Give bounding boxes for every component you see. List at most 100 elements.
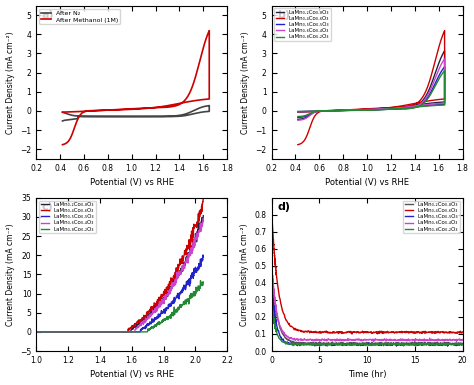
LaMn₀.₈Co₀.₂O₃: [145, 328, 151, 332]
LaMn₀.₆Co₀.₄O₃: [460, 337, 465, 342]
After Methanol (1M): [124, 107, 130, 112]
Line: LaMn₀.₆Co₀.₄O₃: LaMn₀.₆Co₀.₄O₃: [272, 262, 463, 341]
LaMn₀.₄Co₀.₆O₃: [442, 28, 447, 33]
LaMn₀.₂Co₀.₈O₃: [269, 263, 274, 267]
LaMn₀.₈Co₀.₂O₃: [370, 342, 376, 346]
After N₂: [206, 103, 212, 108]
LaMn₀.₈Co₀.₂O₃: [33, 330, 39, 334]
LaMn₀.₆Co₀.₄O₃: [359, 108, 365, 112]
LaMn₀.₄Co₀.₆O₃: [371, 330, 376, 334]
LaMn₀.₂Co₀.₈O₃: [63, 330, 69, 334]
LaMn₀.₅Co₀.₅O₃: [282, 339, 287, 343]
Line: LaMn₀.₈Co₀.₂O₃: LaMn₀.₈Co₀.₂O₃: [36, 281, 203, 332]
LaMn₀.₂Co₀.₈O₃: [76, 330, 82, 334]
X-axis label: Potential (V) vs RHE: Potential (V) vs RHE: [325, 178, 409, 187]
LaMn₀.₄Co₀.₆O₃: [76, 330, 82, 334]
LaMn₀.₅Co₀.₅O₃: [273, 322, 279, 327]
LaMn₀.₅Co₀.₅O₃: [33, 330, 39, 334]
LaMn₀.₂Co₀.₈O₃: [359, 107, 365, 112]
Line: LaMn₀.₈Co₀.₂O₃: LaMn₀.₈Co₀.₂O₃: [272, 300, 463, 346]
LaMn₀.₆Co₀.₄O₃: [273, 304, 279, 308]
LaMn₀.₄Co₀.₆O₃: [460, 330, 465, 334]
LaMn₀.₆Co₀.₄O₃: [402, 338, 408, 343]
LaMn₀.₄Co₀.₆O₃: [349, 331, 355, 336]
LaMn₀.₂Co₀.₈O₃: [460, 341, 465, 346]
LaMn₀.₅Co₀.₅O₃: [132, 330, 137, 334]
LaMn₀.₂Co₀.₈O₃: [273, 305, 279, 310]
Legend: LaMn₀.₂Co₀.₈O₃, LaMn₀.₄Co₀.₆O₃, LaMn₀.₅Co₀.₅O₃, LaMn₀.₆Co₀.₄O₃, LaMn₀.₈Co₀.₂O₃: LaMn₀.₂Co₀.₈O₃, LaMn₀.₄Co₀.₆O₃, LaMn₀.₅C…: [403, 201, 460, 233]
LaMn₀.₄Co₀.₆O₃: [33, 330, 39, 334]
LaMn₀.₆Co₀.₄O₃: [63, 330, 69, 334]
After Methanol (1M): [179, 101, 184, 105]
LaMn₀.₂Co₀.₈O₃: [282, 333, 287, 338]
LaMn₀.₈Co₀.₂O₃: [402, 341, 408, 346]
LaMn₀.₈Co₀.₂O₃: [109, 330, 115, 334]
LaMn₀.₂Co₀.₈O₃: [442, 49, 447, 53]
LaMn₀.₈Co₀.₂O₃: [460, 342, 465, 346]
LaMn₀.₆Co₀.₄O₃: [109, 330, 115, 334]
LaMn₀.₆Co₀.₄O₃: [132, 330, 137, 334]
LaMn₀.₂Co₀.₈O₃: [295, 109, 301, 114]
Y-axis label: Current Density (mA cm⁻²): Current Density (mA cm⁻²): [6, 31, 15, 134]
Text: d): d): [277, 203, 290, 212]
LaMn₀.₈Co₀.₂O₃: [424, 97, 430, 102]
After N₂: [119, 114, 125, 119]
LaMn₀.₈Co₀.₂O₃: [198, 278, 203, 283]
Text: c): c): [42, 203, 54, 212]
LaMn₀.₆Co₀.₄O₃: [370, 337, 376, 341]
LaMn₀.₄Co₀.₆O₃: [282, 312, 287, 317]
LaMn₀.₂Co₀.₈O₃: [295, 117, 301, 122]
LaMn₀.₈Co₀.₂O₃: [414, 105, 419, 109]
LaMn₀.₂Co₀.₈O₃: [273, 309, 279, 313]
LaMn₀.₆Co₀.₄O₃: [412, 339, 418, 344]
LaMn₀.₄Co₀.₆O₃: [295, 110, 301, 114]
LaMn₀.₅Co₀.₅O₃: [63, 330, 69, 334]
LaMn₀.₈Co₀.₂O₃: [201, 280, 206, 285]
Line: LaMn₀.₄Co₀.₆O₃: LaMn₀.₄Co₀.₆O₃: [36, 197, 203, 332]
Y-axis label: Current Density (mA cm⁻²): Current Density (mA cm⁻²): [241, 31, 250, 134]
LaMn₀.₅Co₀.₅O₃: [295, 115, 301, 120]
LaMn₀.₅Co₀.₅O₃: [295, 109, 301, 114]
Legend: After N₂, After Methanol (1M): After N₂, After Methanol (1M): [39, 9, 120, 24]
After N₂: [189, 109, 195, 114]
LaMn₀.₆Co₀.₄O₃: [434, 337, 440, 342]
LaMn₀.₆Co₀.₄O₃: [295, 118, 301, 122]
LaMn₀.₆Co₀.₄O₃: [387, 107, 392, 111]
LaMn₀.₆Co₀.₄O₃: [414, 104, 419, 108]
LaMn₀.₆Co₀.₄O₃: [159, 297, 165, 302]
LaMn₀.₅Co₀.₅O₃: [354, 108, 360, 112]
LaMn₀.₈Co₀.₂O₃: [132, 330, 137, 334]
LaMn₀.₂Co₀.₈O₃: [342, 343, 348, 347]
Line: LaMn₀.₅Co₀.₅O₃: LaMn₀.₅Co₀.₅O₃: [36, 255, 203, 332]
LaMn₀.₈Co₀.₂O₃: [269, 298, 274, 303]
LaMn₀.₂Co₀.₈O₃: [387, 106, 392, 111]
LaMn₀.₆Co₀.₄O₃: [273, 307, 279, 311]
LaMn₀.₄Co₀.₆O₃: [359, 107, 365, 112]
After Methanol (1M): [60, 110, 65, 114]
After Methanol (1M): [206, 28, 212, 33]
Line: LaMn₀.₈Co₀.₂O₃: LaMn₀.₈Co₀.₂O₃: [298, 71, 445, 117]
LaMn₀.₆Co₀.₄O₃: [33, 330, 39, 334]
LaMn₀.₆Co₀.₄O₃: [145, 314, 151, 318]
LaMn₀.₈Co₀.₂O₃: [354, 108, 360, 113]
LaMn₀.₄Co₀.₆O₃: [273, 272, 279, 277]
LaMn₀.₂Co₀.₈O₃: [145, 315, 151, 320]
LaMn₀.₅Co₀.₅O₃: [445, 344, 450, 348]
LaMn₀.₈Co₀.₂O₃: [273, 330, 279, 334]
LaMn₀.₂Co₀.₈O₃: [371, 341, 376, 346]
LaMn₀.₈Co₀.₂O₃: [325, 109, 331, 113]
LaMn₀.₄Co₀.₆O₃: [325, 109, 331, 113]
After Methanol (1M): [151, 105, 157, 110]
Line: LaMn₀.₄Co₀.₆O₃: LaMn₀.₄Co₀.₆O₃: [298, 31, 445, 145]
LaMn₀.₆Co₀.₄O₃: [354, 108, 360, 112]
After N₂: [90, 114, 95, 119]
Line: LaMn₀.₄Co₀.₆O₃: LaMn₀.₄Co₀.₆O₃: [272, 210, 463, 334]
After Methanol (1M): [189, 85, 195, 90]
X-axis label: Potential (V) vs RHE: Potential (V) vs RHE: [90, 370, 173, 380]
After Methanol (1M): [90, 109, 95, 113]
Line: LaMn₀.₅Co₀.₅O₃: LaMn₀.₅Co₀.₅O₃: [272, 283, 463, 346]
Legend: LaMn₀.₂Co₀.₈O₃, LaMn₀.₄Co₀.₆O₃, LaMn₀.₅Co₀.₅O₃, LaMn₀.₆Co₀.₄O₃, LaMn₀.₈Co₀.₂O₃: LaMn₀.₂Co₀.₈O₃, LaMn₀.₄Co₀.₆O₃, LaMn₀.₅C…: [274, 8, 331, 41]
LaMn₀.₂Co₀.₈O₃: [33, 330, 39, 334]
LaMn₀.₈Co₀.₂O₃: [76, 330, 82, 334]
LaMn₀.₅Co₀.₅O₃: [424, 96, 430, 100]
